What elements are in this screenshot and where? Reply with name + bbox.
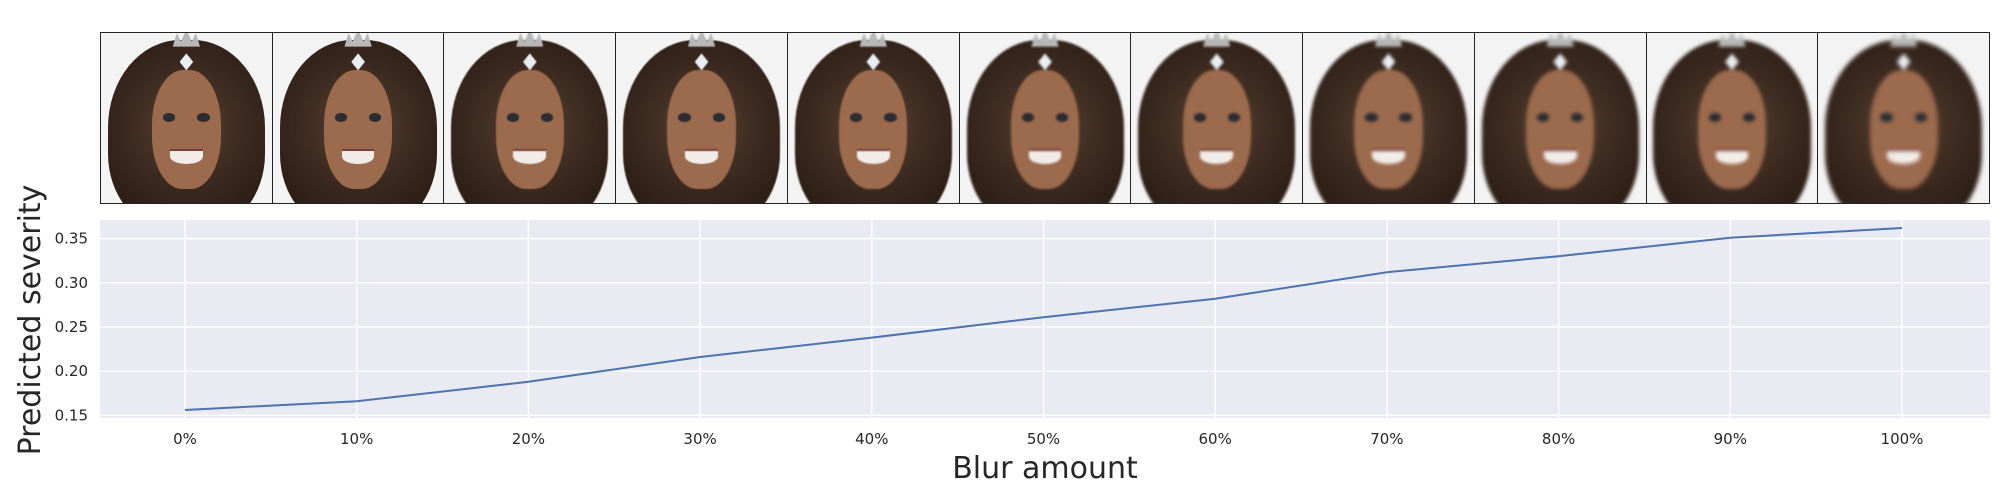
x-tick-label: 100% xyxy=(1881,430,1924,448)
blur-thumbnail xyxy=(1131,32,1304,204)
x-tick-label: 20% xyxy=(512,430,545,448)
series-line xyxy=(184,227,1903,411)
x-axis-title: Blur amount xyxy=(952,451,1138,486)
blur-thumbnail xyxy=(1303,32,1475,204)
x-tick-labels: 0% 10% 20% 30% 40% 50% 60% 70% 80% 90% 100% xyxy=(173,430,1923,448)
blur-thumbnail xyxy=(959,32,1132,204)
y-tick-labels: 0.15 0.20 0.25 0.30 0.35 xyxy=(55,230,88,425)
blur-thumbnail xyxy=(787,32,960,204)
x-tick-label: 70% xyxy=(1370,430,1403,448)
blur-thumbnail xyxy=(1646,32,1819,204)
x-tick-label: 40% xyxy=(855,430,888,448)
blur-thumbnail-strip xyxy=(100,32,1991,204)
y-tick-label: 0.30 xyxy=(55,274,88,292)
x-tick-label: 80% xyxy=(1542,430,1575,448)
blur-thumbnail xyxy=(616,32,788,204)
blur-thumbnail xyxy=(444,32,617,204)
blur-thumbnail xyxy=(1474,32,1647,204)
x-tick-label: 60% xyxy=(1199,430,1232,448)
x-tick-label: 0% xyxy=(173,430,197,448)
plot-area xyxy=(100,220,1990,418)
x-tick-label: 50% xyxy=(1027,430,1060,448)
y-tick-label: 0.25 xyxy=(55,318,88,336)
blur-thumbnail xyxy=(1818,32,1991,204)
blur-thumbnail xyxy=(272,32,445,204)
x-tick-label: 30% xyxy=(683,430,716,448)
x-tick-label: 90% xyxy=(1714,430,1747,448)
x-tick-label: 10% xyxy=(340,430,373,448)
y-axis-title: Predicted severity xyxy=(13,185,48,456)
blur-thumbnail xyxy=(100,32,273,204)
y-tick-label: 0.35 xyxy=(55,230,88,248)
y-tick-label: 0.20 xyxy=(55,362,88,380)
y-tick-label: 0.15 xyxy=(55,406,88,424)
grid-lines xyxy=(100,220,1990,418)
